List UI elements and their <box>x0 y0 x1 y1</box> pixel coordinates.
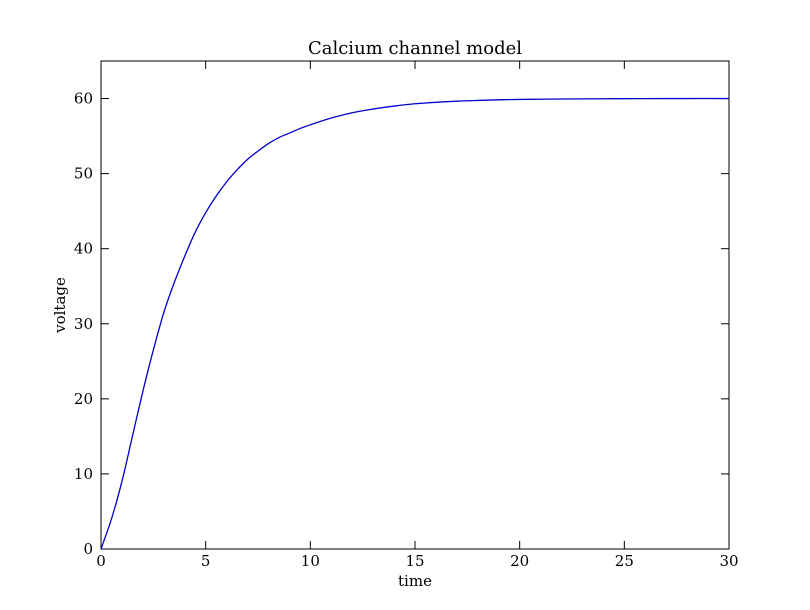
y-tick-label: 0 <box>83 540 93 558</box>
x-tick-label: 25 <box>615 552 634 570</box>
series-line <box>100 97 730 550</box>
plot-area <box>100 60 730 550</box>
chart-title: Calcium channel model <box>308 38 522 59</box>
plot-frame <box>100 60 730 550</box>
y-tick-label: 30 <box>74 315 93 333</box>
series-layer <box>100 97 730 550</box>
x-tick-label: 30 <box>719 552 738 570</box>
x-tick-label: 15 <box>405 552 424 570</box>
x-axis-label: time <box>398 572 432 590</box>
y-tick-label: 60 <box>74 90 93 108</box>
x-tick-label: 0 <box>96 552 106 570</box>
y-axis-ticks: 0 10 20 30 40 50 60 <box>74 90 729 558</box>
x-tick-label: 5 <box>201 552 211 570</box>
y-tick-label: 20 <box>74 390 93 408</box>
y-tick-label: 10 <box>74 465 93 483</box>
y-tick-label: 50 <box>74 165 93 183</box>
x-tick-label: 20 <box>510 552 529 570</box>
y-axis-label: voltage <box>51 277 69 334</box>
y-tick-label: 40 <box>74 240 93 258</box>
x-tick-label: 10 <box>301 552 320 570</box>
x-axis-ticks: 0 5 10 15 20 25 30 <box>96 61 739 570</box>
